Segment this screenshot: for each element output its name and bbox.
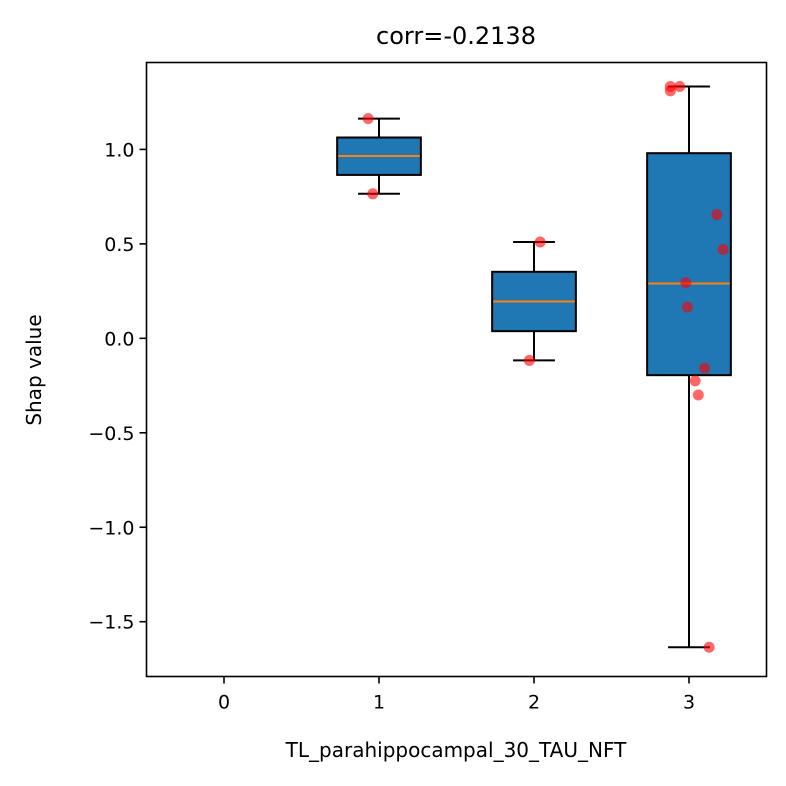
box-group-1 bbox=[336, 117, 422, 195]
y-tick-label-4: −1.0 bbox=[88, 517, 134, 539]
box-group-3 bbox=[646, 85, 732, 649]
x-tick-label-1: 1 bbox=[373, 692, 385, 714]
y-tick-label-2: 0.0 bbox=[104, 328, 134, 350]
data-point-2 bbox=[523, 354, 535, 366]
x-tick-label-3: 3 bbox=[683, 692, 695, 714]
y-tick-label-0: 1.0 bbox=[104, 139, 134, 161]
data-point-1 bbox=[367, 188, 379, 200]
plot-area bbox=[336, 80, 732, 653]
data-point-3 bbox=[534, 236, 546, 248]
x-axis: 0 1 2 3 bbox=[218, 676, 695, 714]
data-point-7 bbox=[711, 209, 723, 221]
y-axis-label: Shap value bbox=[22, 314, 46, 425]
data-point-12 bbox=[689, 375, 701, 387]
chart-title: corr=-0.2138 bbox=[376, 22, 536, 50]
plot-frame bbox=[145, 61, 768, 678]
y-tick-label-1: 0.5 bbox=[104, 234, 134, 256]
data-point-14 bbox=[703, 641, 715, 653]
data-point-9 bbox=[680, 277, 692, 289]
box-3 bbox=[646, 152, 732, 377]
data-point-0 bbox=[362, 113, 374, 125]
x-axis-label: TL_parahippocampal_30_TAU_NFT bbox=[285, 738, 627, 762]
y-tick-label-3: −0.5 bbox=[88, 423, 134, 445]
data-point-5 bbox=[664, 85, 676, 97]
data-point-6 bbox=[674, 80, 686, 92]
y-tick-label-5: −1.5 bbox=[88, 612, 134, 634]
x-tick-label-0: 0 bbox=[218, 692, 230, 714]
data-point-13 bbox=[692, 389, 704, 401]
data-point-8 bbox=[717, 244, 729, 256]
data-point-10 bbox=[681, 301, 693, 313]
data-point-11 bbox=[699, 362, 710, 374]
box-group-2 bbox=[491, 240, 577, 362]
y-axis: 1.0 0.5 0.0 −0.5 −1.0 −1.5 bbox=[88, 139, 147, 634]
x-tick-label-2: 2 bbox=[528, 692, 540, 714]
